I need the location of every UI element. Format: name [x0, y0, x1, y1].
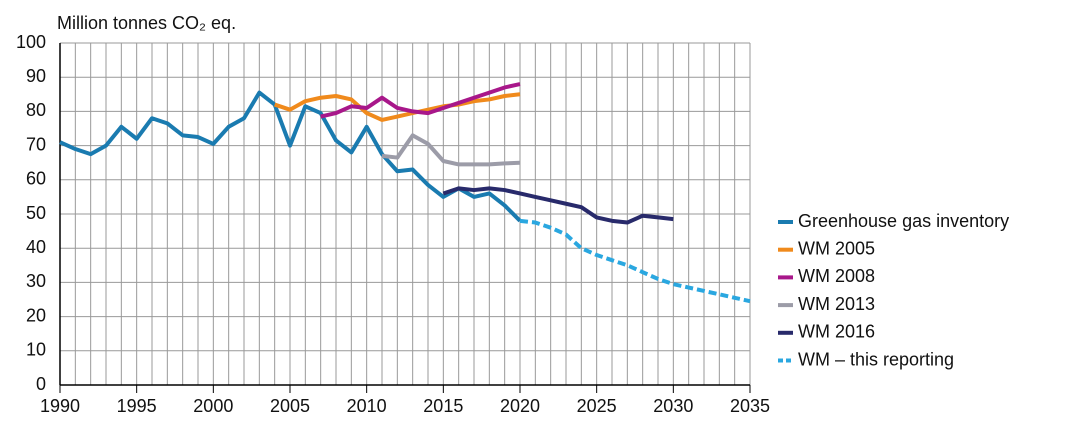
x-tick-label: 2025 [577, 396, 617, 416]
x-tick-label: 2035 [730, 396, 770, 416]
x-tick-label: 2005 [270, 396, 310, 416]
y-tick-label: 80 [26, 100, 46, 120]
y-tick-label: 40 [26, 237, 46, 257]
x-tick-label: 2030 [653, 396, 693, 416]
legend-label: WM 2008 [798, 266, 875, 286]
y-axis-label: Million tonnes CO₂ eq. [57, 13, 236, 33]
x-tick-label: 2015 [423, 396, 463, 416]
x-tick-label: 2000 [193, 396, 233, 416]
legend-label: Greenhouse gas inventory [798, 211, 1009, 231]
x-tick-label: 2020 [500, 396, 540, 416]
y-tick-label: 20 [26, 305, 46, 325]
series-line [274, 92, 521, 122]
legend-label: WM – this reporting [798, 349, 954, 369]
legend-label: WM 2013 [798, 294, 875, 314]
series-line [519, 218, 751, 304]
y-tick-label: 90 [26, 66, 46, 86]
y-tick-label: 10 [26, 340, 46, 360]
series-line [59, 90, 522, 223]
legend-label: WM 2016 [798, 322, 875, 342]
legend-label: WM 2005 [798, 238, 875, 258]
x-tick-label: 1990 [40, 396, 80, 416]
y-tick-label: 60 [26, 169, 46, 189]
series-line [442, 186, 674, 225]
y-tick-label: 100 [16, 32, 46, 52]
x-tick-label: 1995 [117, 396, 157, 416]
y-tick-label: 0 [36, 374, 46, 394]
series-line [320, 82, 521, 119]
y-tick-label: 50 [26, 203, 46, 223]
x-tick-label: 2010 [347, 396, 387, 416]
y-tick-label: 70 [26, 134, 46, 154]
y-tick-label: 30 [26, 271, 46, 291]
series-line [381, 133, 521, 167]
